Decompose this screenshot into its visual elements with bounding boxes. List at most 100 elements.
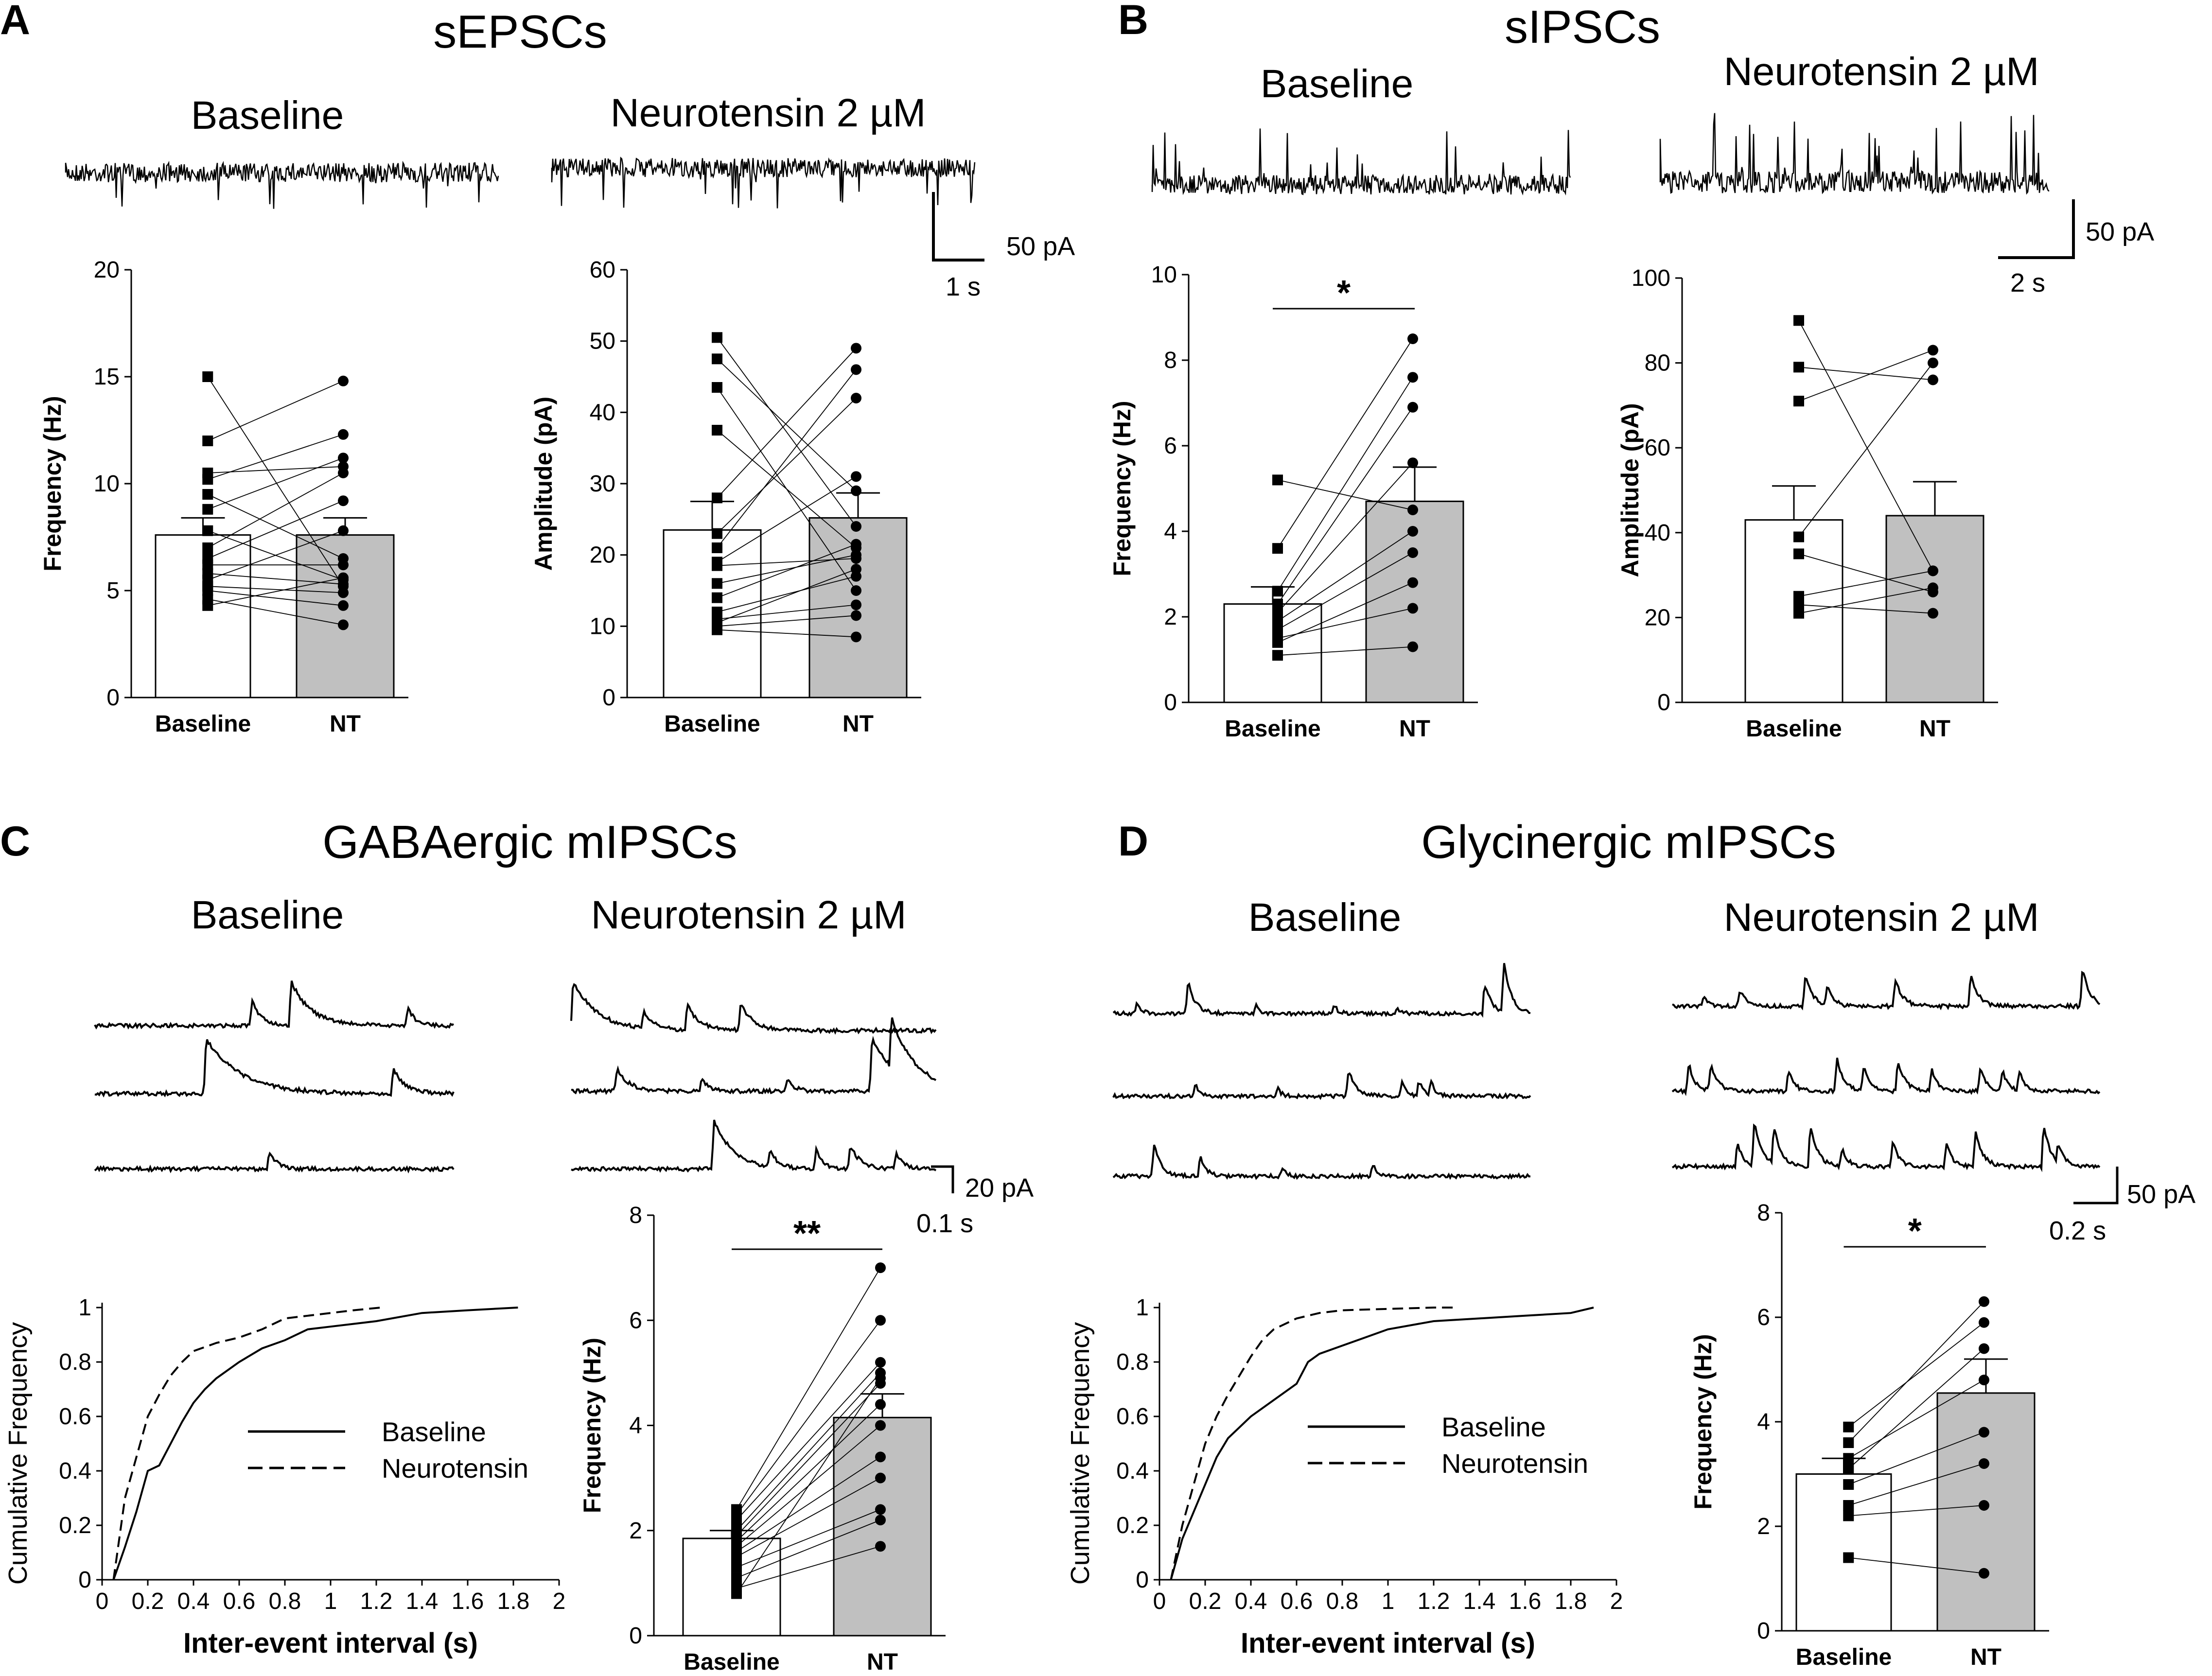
y-tick-label: 4 bbox=[1164, 519, 1177, 544]
y-tick-label: 10 bbox=[590, 613, 615, 639]
y-tick-label: 0 bbox=[629, 1623, 642, 1649]
nt-point bbox=[1928, 582, 1938, 594]
cdf-chart-c_cdf: 0 0.2 0.4 0.6 0.8 1 1.2 1.4 1.6 1.8 2 0 0.2 0.4 0.6 0.8… bbox=[3, 1295, 565, 1659]
scale-bar-a-amp: 50 pA bbox=[1006, 232, 1075, 261]
y-tick-label: 5 bbox=[106, 578, 120, 604]
paired-line bbox=[1848, 1557, 1984, 1574]
paired-line bbox=[1798, 320, 1933, 571]
paired-line bbox=[1848, 1463, 1984, 1506]
baseline-point bbox=[712, 578, 722, 589]
scale-bar-b-amp: 50 pA bbox=[2086, 217, 2154, 246]
nt-point bbox=[851, 539, 861, 550]
nt-point bbox=[1407, 402, 1418, 413]
y-tick-label: 6 bbox=[1757, 1305, 1770, 1330]
paired-line bbox=[207, 457, 344, 510]
baseline-point bbox=[1843, 1500, 1854, 1511]
y-tick-label: 0 bbox=[78, 1567, 91, 1593]
baseline-point bbox=[202, 371, 213, 382]
nt-point bbox=[875, 1504, 886, 1515]
paired-line bbox=[717, 358, 857, 491]
paired-line bbox=[717, 629, 857, 638]
y-tick-label: 60 bbox=[590, 257, 615, 283]
x-tick-label: 1.8 bbox=[497, 1589, 530, 1614]
baseline-point bbox=[1272, 615, 1283, 627]
y-axis-label: Amplitude (pA) bbox=[1616, 403, 1644, 577]
trace-d-baseline-1 bbox=[1112, 963, 1531, 1018]
x-tick-label: 0.2 bbox=[1189, 1589, 1222, 1614]
paired-line bbox=[1798, 349, 1933, 402]
nt-point bbox=[1979, 1568, 1989, 1579]
paired-line bbox=[1848, 1505, 1984, 1517]
trace-c-nt-3 bbox=[571, 1119, 937, 1173]
paired-line bbox=[1848, 1301, 1984, 1443]
y-axis-label: Frequency (Hz) bbox=[1689, 1334, 1717, 1509]
nt-point bbox=[1928, 608, 1938, 619]
y-tick-label: 30 bbox=[590, 471, 615, 497]
y-tick-label: 20 bbox=[1645, 605, 1670, 630]
nt-point bbox=[851, 364, 861, 375]
baseline-point bbox=[1843, 1479, 1854, 1490]
baseline-point bbox=[712, 492, 722, 504]
y-tick-label: 60 bbox=[1645, 435, 1670, 461]
panel-title-b: sIPSCs bbox=[1505, 1, 1660, 53]
trace-c-baseline-1 bbox=[94, 980, 454, 1030]
panel-letter-c: C bbox=[0, 818, 30, 865]
nt-point bbox=[338, 587, 349, 598]
significance-marker: ** bbox=[793, 1214, 821, 1253]
y-tick-label: 0 bbox=[602, 685, 615, 711]
paired-line bbox=[1277, 407, 1413, 605]
x-category-label: Baseline bbox=[1225, 716, 1320, 742]
trace-d-baseline-3 bbox=[1112, 1144, 1531, 1180]
nt-point bbox=[851, 564, 861, 575]
bar-chart-a2: 0 10 20 30 40 50 60 Amplitude (pA) Baseline NT bbox=[530, 257, 921, 737]
paired-line bbox=[717, 576, 857, 612]
significance-marker: * bbox=[1908, 1212, 1922, 1251]
y-tick-label: 0 bbox=[106, 685, 120, 711]
paired-line bbox=[207, 472, 344, 548]
series-line-baseline bbox=[1170, 1307, 1594, 1580]
baseline-point bbox=[712, 332, 722, 343]
trace-a-nt bbox=[551, 157, 976, 209]
nt-point bbox=[1407, 372, 1418, 383]
trace-a-baseline bbox=[65, 160, 499, 209]
y-tick-label: 0.2 bbox=[1116, 1513, 1149, 1538]
bar-chart-d_bar: 0 2 4 6 8 Frequency (Hz) Baseline NT * bbox=[1689, 1200, 2049, 1670]
y-tick-label: 20 bbox=[590, 542, 615, 568]
baseline-point bbox=[731, 1515, 742, 1526]
baseline-point bbox=[1843, 1437, 1854, 1448]
nt-point bbox=[1928, 357, 1938, 368]
paired-line bbox=[717, 543, 857, 598]
y-tick-label: 2 bbox=[1757, 1514, 1770, 1539]
x-tick-label: 1.4 bbox=[406, 1589, 439, 1614]
baseline-point bbox=[1272, 586, 1283, 597]
baseline-point bbox=[1272, 607, 1283, 618]
panel-letter-a: A bbox=[0, 0, 30, 43]
nt-point bbox=[338, 559, 349, 571]
nt-point bbox=[1407, 641, 1418, 652]
nt-point bbox=[1979, 1343, 1989, 1354]
baseline-point bbox=[1793, 362, 1804, 373]
nt-point bbox=[1979, 1500, 1989, 1511]
nt-point bbox=[1979, 1375, 1989, 1385]
paired-line bbox=[208, 590, 344, 606]
paired-line bbox=[207, 434, 344, 480]
paired-line bbox=[208, 577, 344, 606]
y-tick-label: 20 bbox=[94, 257, 120, 283]
x-tick-label: 0.4 bbox=[1235, 1589, 1267, 1614]
series-line-baseline bbox=[112, 1307, 518, 1580]
paired-line bbox=[736, 1378, 881, 1594]
x-tick-label: 0.6 bbox=[223, 1589, 256, 1614]
y-tick-label: 15 bbox=[94, 364, 120, 390]
baseline-point bbox=[712, 542, 722, 553]
panel-letter-b: B bbox=[1118, 0, 1148, 43]
paired-line bbox=[717, 476, 857, 563]
y-tick-label: 0.4 bbox=[59, 1458, 91, 1484]
y-tick-label: 0.8 bbox=[1116, 1349, 1149, 1375]
y-tick-label: 100 bbox=[1632, 265, 1670, 291]
baseline-point bbox=[1272, 624, 1283, 635]
trace-c-baseline-2 bbox=[94, 1039, 455, 1098]
baseline-point bbox=[1272, 598, 1283, 610]
trace-b-nt bbox=[1659, 113, 2050, 195]
panel-letter-d: D bbox=[1118, 818, 1148, 865]
